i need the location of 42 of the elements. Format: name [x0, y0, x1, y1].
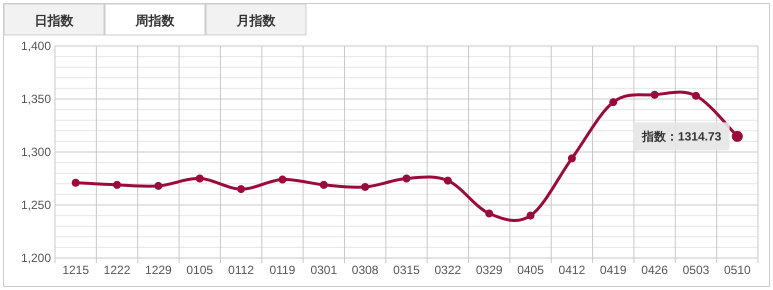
point — [320, 180, 328, 189]
x-tick-label: 0112 — [228, 263, 254, 277]
x-tick-label: 1229 — [145, 263, 172, 277]
x-tick-label: 0322 — [434, 263, 462, 277]
point — [609, 98, 618, 106]
x-tick-label: 0301 — [310, 263, 338, 277]
y-tick-label: 1,250 — [20, 198, 52, 212]
point — [237, 185, 246, 194]
text: 月指数 — [236, 13, 276, 28]
point — [196, 174, 204, 182]
y-tick-label: 1,200 — [20, 251, 52, 265]
point — [444, 176, 452, 185]
x-tick-label: 0105 — [186, 263, 214, 277]
point — [650, 90, 659, 99]
annotation: 指数：1314.73 — [640, 129, 722, 144]
text: 周指数 — [134, 13, 176, 28]
y-tick-label: 1,400 — [20, 39, 52, 53]
x-tick-label: 1222 — [104, 263, 131, 277]
point — [485, 209, 494, 218]
point — [402, 174, 410, 182]
point — [113, 180, 122, 189]
x-tick-label: 0510 — [724, 263, 751, 277]
x-tick-label: 0329 — [476, 263, 503, 277]
x-tick-label: 0503 — [682, 263, 710, 277]
point — [72, 178, 80, 187]
x-tick-label: 0405 — [517, 263, 544, 277]
text: 日指数 — [34, 13, 74, 28]
point — [361, 182, 370, 191]
point — [568, 154, 576, 162]
x-tick-label: 0308 — [352, 263, 379, 277]
x-tick-label: 0119 — [270, 263, 296, 277]
point — [526, 212, 535, 220]
x-tick-label: 0315 — [393, 263, 420, 277]
y-tick-label: 1,350 — [20, 92, 52, 106]
x-tick-label: 1215 — [62, 263, 90, 277]
point — [692, 92, 700, 100]
x-tick-label: 0426 — [641, 263, 668, 277]
x-tick-label: 0419 — [600, 263, 627, 277]
point — [278, 176, 286, 184]
y-tick-label: 1,300 — [20, 145, 52, 159]
x-tick-label: 0412 — [558, 263, 586, 277]
point — [154, 182, 162, 190]
